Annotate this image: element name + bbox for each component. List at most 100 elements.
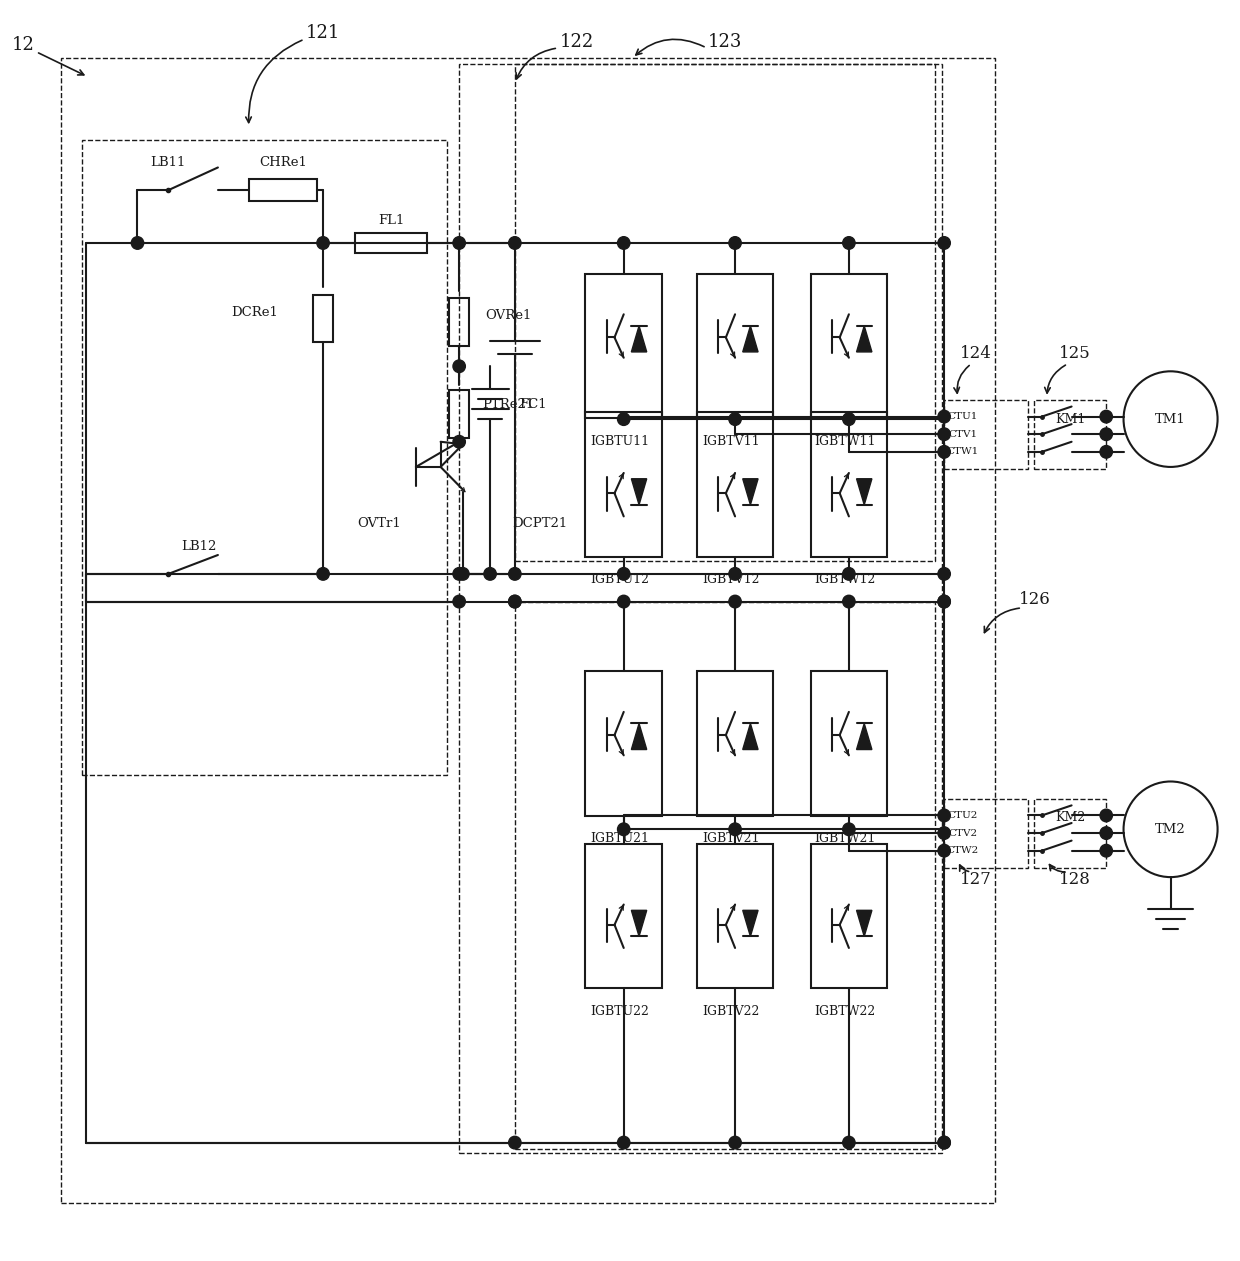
Bar (61, 58, 994, 1203)
Circle shape (618, 412, 630, 425)
Text: IGBTW11: IGBTW11 (815, 435, 875, 448)
Circle shape (729, 567, 742, 580)
Text: 127: 127 (961, 871, 992, 888)
Circle shape (484, 567, 496, 580)
Text: OVRe1: OVRe1 (486, 309, 532, 323)
Text: KM1: KM1 (1055, 412, 1085, 426)
Circle shape (937, 567, 950, 580)
Circle shape (618, 823, 630, 836)
Text: 124: 124 (961, 346, 992, 362)
Text: IGBTW21: IGBTW21 (815, 832, 875, 845)
Circle shape (937, 827, 950, 840)
Text: TM2: TM2 (1156, 822, 1185, 836)
Bar (585, 844, 662, 989)
Polygon shape (743, 479, 758, 504)
Circle shape (843, 567, 856, 580)
Circle shape (508, 237, 521, 250)
Polygon shape (631, 325, 647, 352)
Text: CTU2: CTU2 (947, 811, 978, 820)
Circle shape (1100, 827, 1112, 840)
Polygon shape (743, 724, 758, 749)
Circle shape (729, 595, 742, 608)
Text: OVTr1: OVTr1 (357, 517, 401, 530)
Bar (697, 412, 774, 557)
Bar (459, 64, 941, 1153)
Circle shape (618, 237, 630, 250)
Text: IGBTU21: IGBTU21 (590, 832, 650, 845)
Circle shape (453, 567, 465, 580)
Bar (585, 412, 662, 557)
Text: IGBTU11: IGBTU11 (590, 435, 650, 448)
Circle shape (453, 359, 465, 372)
Text: LB12: LB12 (181, 540, 217, 552)
Text: 122: 122 (559, 33, 594, 50)
Bar (944, 799, 1028, 869)
Bar (697, 671, 774, 816)
Circle shape (508, 1136, 521, 1149)
Polygon shape (857, 724, 872, 749)
Circle shape (937, 237, 950, 250)
Polygon shape (631, 724, 647, 749)
Polygon shape (743, 910, 758, 937)
Text: CTW1: CTW1 (946, 448, 978, 456)
Circle shape (1100, 427, 1112, 440)
Circle shape (1100, 810, 1112, 822)
Circle shape (937, 595, 950, 608)
Text: IGBTV21: IGBTV21 (703, 832, 760, 845)
Circle shape (508, 595, 521, 608)
Circle shape (937, 810, 950, 822)
Bar (585, 274, 662, 419)
Circle shape (937, 1136, 950, 1149)
Circle shape (1100, 445, 1112, 458)
Circle shape (1100, 845, 1112, 857)
Text: TM1: TM1 (1156, 412, 1185, 426)
Bar (811, 671, 888, 816)
Bar (82, 140, 446, 776)
Bar (355, 233, 427, 253)
Circle shape (843, 412, 856, 425)
Bar (449, 390, 469, 438)
Text: CTW2: CTW2 (946, 846, 978, 855)
Text: IGBTW12: IGBTW12 (815, 572, 875, 586)
Polygon shape (631, 910, 647, 937)
Text: 12: 12 (12, 37, 35, 54)
Text: IGBTV11: IGBTV11 (702, 435, 760, 448)
Text: DCRe1: DCRe1 (232, 305, 279, 319)
Bar (515, 64, 935, 561)
Circle shape (618, 567, 630, 580)
Text: PTRe21: PTRe21 (482, 397, 534, 411)
Text: KM2: KM2 (1055, 812, 1085, 825)
Circle shape (729, 412, 742, 425)
Circle shape (131, 237, 144, 250)
Text: CTV2: CTV2 (949, 828, 977, 837)
Bar (515, 601, 935, 1149)
Circle shape (453, 435, 465, 448)
Text: 128: 128 (1059, 871, 1091, 888)
Polygon shape (857, 479, 872, 504)
Circle shape (937, 410, 950, 422)
Circle shape (618, 1136, 630, 1149)
Circle shape (317, 567, 330, 580)
Bar (811, 844, 888, 989)
Circle shape (937, 427, 950, 440)
Text: CTU1: CTU1 (947, 412, 978, 421)
Bar (1034, 400, 1106, 469)
Text: IGBTW22: IGBTW22 (815, 1005, 875, 1018)
Bar (811, 274, 888, 419)
Circle shape (843, 237, 856, 250)
Bar (697, 274, 774, 419)
Text: 126: 126 (1018, 590, 1050, 608)
Circle shape (729, 237, 742, 250)
Circle shape (937, 595, 950, 608)
Text: 121: 121 (306, 24, 340, 42)
Polygon shape (857, 325, 872, 352)
Circle shape (456, 567, 469, 580)
Circle shape (453, 595, 465, 608)
Text: 125: 125 (1059, 346, 1091, 362)
Circle shape (618, 595, 630, 608)
Circle shape (1100, 410, 1112, 422)
Circle shape (843, 595, 856, 608)
Circle shape (317, 237, 330, 250)
Text: 123: 123 (708, 33, 743, 50)
Bar (944, 400, 1028, 469)
